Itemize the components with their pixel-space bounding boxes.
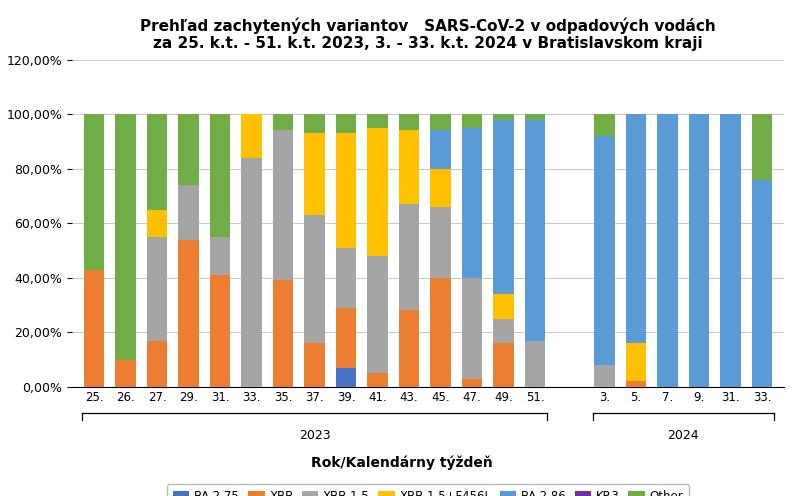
- Bar: [147, 237, 167, 341]
- Bar: [178, 185, 199, 240]
- Bar: [525, 114, 546, 120]
- Bar: [84, 114, 104, 270]
- Bar: [304, 114, 325, 133]
- Bar: [657, 114, 678, 387]
- Bar: [336, 308, 356, 368]
- Bar: [304, 133, 325, 215]
- Bar: [626, 381, 646, 387]
- Bar: [367, 256, 388, 373]
- Bar: [752, 114, 772, 180]
- Bar: [367, 114, 388, 127]
- Bar: [462, 114, 482, 127]
- Bar: [273, 281, 294, 387]
- Bar: [336, 114, 356, 133]
- Bar: [430, 130, 451, 169]
- Bar: [689, 114, 709, 387]
- Bar: [494, 294, 514, 319]
- Bar: [210, 237, 230, 275]
- Bar: [336, 133, 356, 248]
- Bar: [430, 278, 451, 387]
- Bar: [494, 120, 514, 294]
- Bar: [494, 114, 514, 120]
- Bar: [115, 360, 136, 387]
- Y-axis label: %: %: [0, 217, 1, 230]
- Bar: [626, 343, 646, 381]
- Bar: [399, 114, 419, 130]
- Text: 2023: 2023: [298, 430, 330, 442]
- Bar: [430, 169, 451, 207]
- Bar: [399, 204, 419, 310]
- Bar: [462, 379, 482, 387]
- Bar: [210, 275, 230, 387]
- Bar: [399, 310, 419, 387]
- Bar: [147, 114, 167, 209]
- Bar: [273, 114, 294, 130]
- Bar: [430, 207, 451, 278]
- Bar: [242, 158, 262, 387]
- Bar: [147, 209, 167, 237]
- Bar: [462, 278, 482, 379]
- Bar: [462, 127, 482, 278]
- Bar: [399, 130, 419, 204]
- Bar: [336, 368, 356, 387]
- Text: Rok/Kalendárny týždeň: Rok/Kalendárny týždeň: [311, 456, 493, 470]
- Bar: [525, 120, 546, 341]
- Bar: [594, 136, 614, 365]
- Bar: [115, 114, 136, 360]
- Bar: [336, 248, 356, 308]
- Bar: [273, 130, 294, 281]
- Bar: [594, 365, 614, 387]
- Bar: [494, 319, 514, 343]
- Bar: [84, 270, 104, 387]
- Title: Prehľad zachytených variantov   SARS-CoV-2 v odpadových vodách
za 25. k.t. - 51.: Prehľad zachytených variantov SARS-CoV-2…: [140, 17, 716, 52]
- Text: 2024: 2024: [667, 430, 699, 442]
- Bar: [147, 341, 167, 387]
- Bar: [210, 114, 230, 237]
- Bar: [525, 341, 546, 387]
- Legend: BA.2.75, XBB, XBB.1.5, XBB.1.5+F456L, BA.2.86, KP.3, Other: BA.2.75, XBB, XBB.1.5, XBB.1.5+F456L, BA…: [167, 485, 689, 496]
- Bar: [178, 240, 199, 387]
- Bar: [304, 215, 325, 343]
- Bar: [367, 128, 388, 256]
- Bar: [594, 114, 614, 136]
- Bar: [178, 114, 199, 185]
- Bar: [626, 114, 646, 343]
- Bar: [430, 114, 451, 130]
- Bar: [304, 343, 325, 387]
- Bar: [752, 180, 772, 387]
- Bar: [720, 114, 741, 387]
- Bar: [242, 114, 262, 158]
- Bar: [494, 343, 514, 387]
- Bar: [367, 373, 388, 387]
